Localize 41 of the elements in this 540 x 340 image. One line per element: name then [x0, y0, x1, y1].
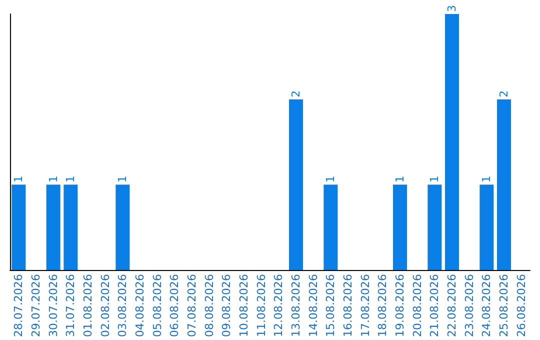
x-tick-label: 01.08.2026 [82, 274, 94, 337]
x-tick-label: 23.08.2026 [462, 274, 476, 337]
x-tick-label: 30.07.2026 [46, 274, 60, 337]
data-label: 1 [394, 176, 406, 183]
data-label: 2 [290, 90, 302, 98]
x-tick-label: 21.08.2026 [428, 274, 442, 337]
x-tick-label: 22.08.2026 [446, 274, 458, 337]
x-tick-label: 19.08.2026 [394, 274, 406, 337]
data-label: 3 [446, 5, 458, 12]
x-tick-label: 04.08.2026 [134, 274, 146, 337]
x-tick-label: 31.07.2026 [64, 274, 78, 337]
x-tick-label: 11.08.2026 [254, 274, 268, 337]
x-tick-label: 12.08.2026 [272, 274, 286, 337]
x-tick-label: 09.08.2026 [220, 274, 234, 337]
x-tick-label: 25.08.2026 [498, 274, 510, 337]
data-label: 1 [428, 176, 442, 183]
x-tick-label: 18.08.2026 [376, 274, 390, 337]
x-tick-label: 15.08.2026 [324, 274, 338, 337]
data-label: 1 [46, 176, 60, 183]
x-tick-label: 16.08.2026 [342, 274, 354, 337]
data-label: 1 [116, 176, 130, 183]
x-tick-label: 13.08.2026 [290, 274, 302, 337]
x-tick-label: 02.08.2026 [98, 274, 112, 337]
x-tick-label: 14.08.2026 [306, 274, 320, 337]
x-tick-label: 29.07.2026 [30, 274, 42, 337]
x-tick-label: 06.08.2026 [168, 274, 182, 337]
x-tick-label: 07.08.2026 [186, 274, 198, 337]
x-tick-label: 24.08.2026 [480, 274, 494, 337]
x-tick-label: 20.08.2026 [410, 274, 424, 337]
x-tick-label: 17.08.2026 [358, 274, 372, 337]
x-tick-label: 10.08.2026 [238, 274, 250, 337]
data-label: 2 [498, 90, 510, 98]
data-label: 1 [12, 176, 26, 183]
x-tick-label: 03.08.2026 [116, 274, 130, 337]
x-tick-label: 05.08.2026 [150, 274, 164, 337]
x-tick-label: 26.08.2026 [514, 274, 528, 337]
data-label: 1 [64, 176, 78, 183]
x-tick-label: 08.08.2026 [202, 274, 216, 337]
data-label: 1 [480, 176, 494, 183]
data-label: 1 [324, 176, 338, 183]
x-tick-label: 28.07.2026 [12, 274, 26, 337]
